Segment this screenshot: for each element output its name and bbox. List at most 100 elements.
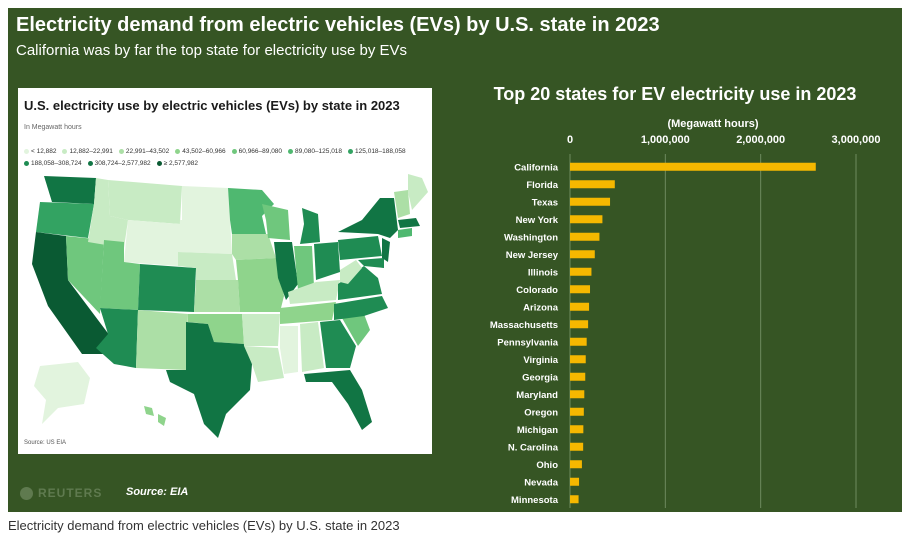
state-georgia[interactable] bbox=[320, 320, 356, 368]
legend-item: 308,724–2,577,982 bbox=[87, 158, 151, 170]
state-alabama[interactable] bbox=[300, 322, 324, 372]
state-nevada[interactable] bbox=[66, 236, 104, 314]
state-new-york[interactable] bbox=[338, 198, 398, 238]
state-missouri[interactable] bbox=[236, 258, 284, 312]
state-kansas[interactable] bbox=[194, 280, 240, 312]
category-label: Washington bbox=[504, 232, 558, 243]
legend-swatch-icon bbox=[231, 148, 237, 154]
bar bbox=[570, 477, 580, 486]
bar bbox=[570, 372, 586, 381]
x-tick-label: 1,000,000 bbox=[641, 134, 690, 146]
state-colorado[interactable] bbox=[138, 264, 196, 312]
state-texas[interactable] bbox=[166, 322, 252, 438]
state-hawaii[interactable] bbox=[144, 406, 166, 426]
bar bbox=[570, 407, 584, 416]
category-label: Minnesota bbox=[511, 495, 559, 506]
state-maryland[interactable] bbox=[358, 258, 384, 268]
category-label: Virginia bbox=[523, 355, 558, 366]
state-wyoming[interactable] bbox=[124, 220, 180, 266]
legend-label: ≥ 2,577,982 bbox=[163, 160, 198, 167]
bar bbox=[570, 425, 584, 434]
chart-bars bbox=[570, 162, 816, 504]
bar bbox=[570, 355, 586, 364]
state-washington[interactable] bbox=[44, 176, 96, 204]
state-wisconsin[interactable] bbox=[262, 204, 290, 240]
legend-item: 125,018–188,058 bbox=[348, 146, 406, 158]
legend-item: 22,991–43,502 bbox=[118, 146, 169, 158]
state-california[interactable] bbox=[32, 232, 110, 354]
state-south-carolina[interactable] bbox=[342, 314, 370, 346]
state-north-carolina[interactable] bbox=[334, 296, 388, 320]
legend-label: 308,724–2,577,982 bbox=[94, 160, 151, 167]
legend-item: 188,058–308,724 bbox=[24, 158, 82, 170]
state-pennsylvania[interactable] bbox=[338, 236, 382, 260]
x-axis-label: (Megawatt hours) bbox=[667, 118, 758, 130]
state-indiana[interactable] bbox=[294, 246, 314, 290]
bar bbox=[570, 390, 585, 399]
legend-item: 60,966–89,080 bbox=[231, 146, 283, 158]
category-label: New York bbox=[516, 215, 559, 226]
legend-label: 60,966–89,080 bbox=[238, 148, 283, 155]
bar-chart: Top 20 states for EV electricity use in … bbox=[490, 84, 880, 508]
category-label: Georgia bbox=[522, 372, 559, 383]
reuters-brand-label: REUTERS bbox=[38, 486, 103, 500]
category-label: New Jersey bbox=[506, 250, 559, 261]
state-florida[interactable] bbox=[304, 370, 372, 430]
state-tennessee[interactable] bbox=[280, 302, 336, 324]
state-maine[interactable] bbox=[408, 174, 428, 210]
x-tick-label: 2,000,000 bbox=[736, 134, 785, 146]
legend-item: ≥ 2,577,982 bbox=[156, 158, 198, 170]
state-montana[interactable] bbox=[108, 180, 182, 224]
page-title: Electricity demand from electric vehicle… bbox=[16, 14, 660, 36]
bar bbox=[570, 320, 589, 329]
state-oregon[interactable] bbox=[36, 202, 94, 238]
category-label: N. Carolina bbox=[508, 442, 559, 453]
legend-item: 12,882–22,991 bbox=[62, 146, 113, 158]
state-michigan[interactable] bbox=[300, 208, 320, 244]
map-unit-label: In Megawatt hours bbox=[24, 124, 82, 131]
map-card: U.S. electricity use by electric vehicle… bbox=[18, 88, 432, 454]
state-new-mexico[interactable] bbox=[136, 310, 188, 370]
state-north-dakota[interactable] bbox=[182, 186, 230, 220]
us-choropleth-map bbox=[32, 174, 428, 438]
bar bbox=[570, 460, 582, 469]
bar bbox=[570, 495, 579, 504]
x-tick-label: 0 bbox=[567, 134, 573, 146]
source-note: Source: EIA bbox=[126, 486, 189, 498]
reuters-brand: REUTERS bbox=[20, 486, 103, 501]
state-nebraska[interactable] bbox=[178, 252, 236, 280]
state-west-virginia[interactable] bbox=[340, 260, 362, 284]
bar bbox=[570, 180, 615, 189]
state-alaska[interactable] bbox=[34, 362, 90, 424]
legend-item: < 12,882 bbox=[24, 146, 56, 158]
state-virginia[interactable] bbox=[338, 266, 382, 300]
state-massachusetts[interactable] bbox=[398, 218, 420, 228]
state-louisiana[interactable] bbox=[244, 346, 284, 382]
state-utah[interactable] bbox=[100, 240, 140, 310]
category-label: Texas bbox=[532, 197, 558, 208]
state-idaho[interactable] bbox=[88, 178, 128, 248]
category-label: California bbox=[514, 162, 559, 173]
legend-swatch-icon bbox=[175, 148, 181, 154]
legend-swatch-icon bbox=[24, 148, 29, 154]
state-connecticut-ri[interactable] bbox=[398, 228, 412, 238]
legend-label: < 12,882 bbox=[31, 148, 57, 155]
state-new-jersey[interactable] bbox=[382, 238, 390, 262]
state-iowa[interactable] bbox=[232, 234, 276, 260]
state-minnesota[interactable] bbox=[228, 188, 274, 234]
bar bbox=[570, 285, 591, 294]
state-south-dakota[interactable] bbox=[178, 220, 232, 254]
state-oklahoma[interactable] bbox=[188, 314, 244, 344]
state-vermont-nh[interactable] bbox=[394, 190, 410, 218]
state-kentucky[interactable] bbox=[288, 280, 340, 304]
bar bbox=[570, 337, 587, 346]
category-label: Florida bbox=[526, 180, 558, 191]
state-mississippi[interactable] bbox=[280, 326, 298, 374]
state-ohio[interactable] bbox=[314, 242, 340, 280]
state-arkansas[interactable] bbox=[242, 314, 280, 346]
bar bbox=[570, 250, 595, 259]
bar bbox=[570, 232, 600, 241]
state-arizona[interactable] bbox=[96, 308, 138, 368]
state-illinois[interactable] bbox=[274, 242, 298, 300]
legend-swatch-icon bbox=[288, 148, 294, 154]
